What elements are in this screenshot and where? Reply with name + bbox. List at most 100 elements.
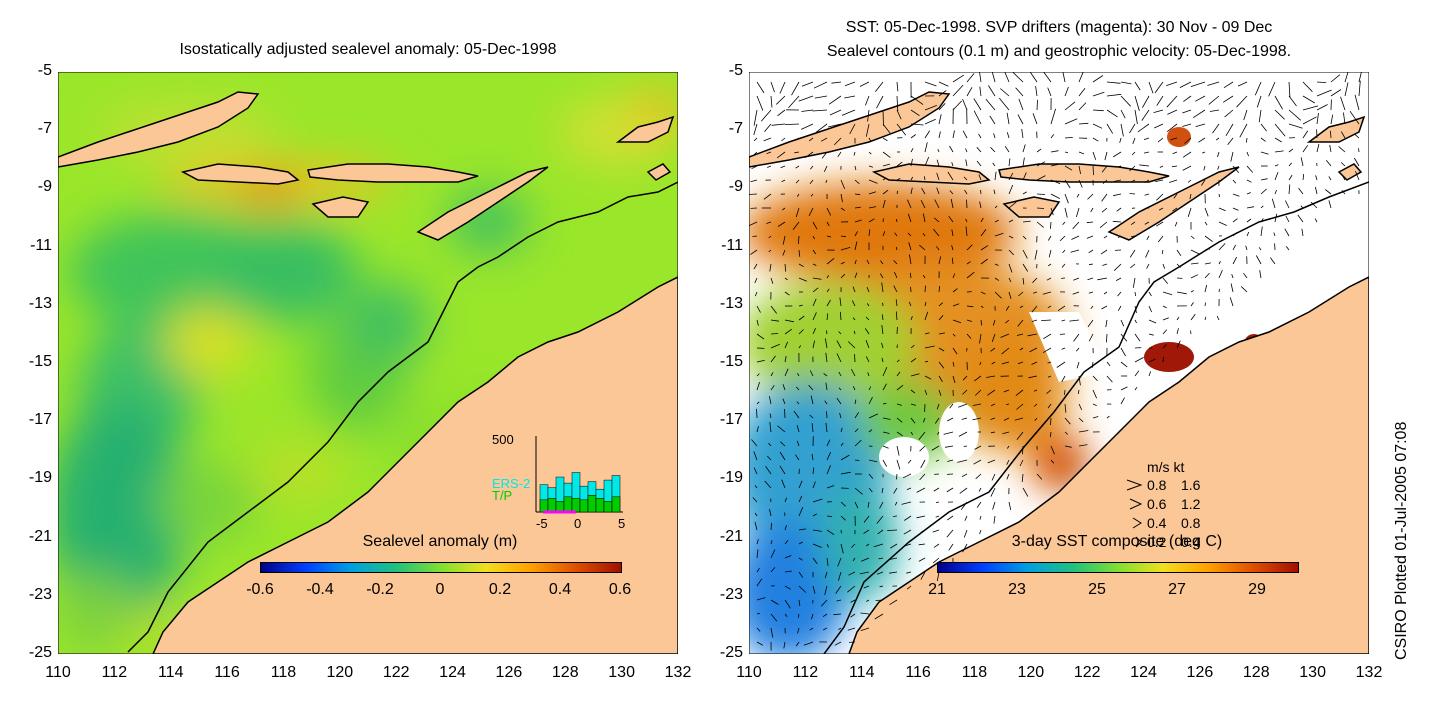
java-island: [58, 91, 260, 168]
velocity-legend-ms: 0.8: [1147, 477, 1167, 493]
velocity-legend-kt: 1.6: [1181, 477, 1201, 493]
velocity-legend-kt: 0.8: [1181, 515, 1201, 531]
inset-tp-bar: [555, 501, 565, 513]
lon-tick-label: 116: [214, 664, 240, 681]
lon-tick-label: 126: [495, 664, 523, 681]
lat-tick-label: -9: [728, 178, 743, 196]
lon-tick-label: 130: [608, 664, 635, 681]
lon-tick-label: 130: [1299, 664, 1326, 681]
left-map-title: Isostatically adjusted sealevel anomaly:…: [179, 41, 557, 58]
lat-tick-label: -5: [37, 62, 52, 79]
velocity-legend-arrow: [1132, 517, 1142, 529]
inset-tp-bar: [579, 499, 589, 513]
lat-tick-label: -19: [28, 469, 52, 487]
lat-tick-label: -21: [719, 527, 743, 545]
lat-tick-label: -15: [28, 353, 52, 370]
sla-colorbar-tick: -0.2: [366, 581, 394, 598]
right-map-title-line2: Sealevel contours (0.1 m) and geostrophi…: [826, 43, 1292, 60]
lon-tick-label: 126: [1186, 664, 1214, 681]
lon-tick-label: 114: [848, 664, 875, 681]
inset-xtick-0: 0: [574, 516, 581, 531]
lat-tick-label: -23: [719, 585, 743, 603]
inset-xtick-neg5: -5: [536, 516, 548, 531]
satellite-track-inset: 500 ERS-2 T/P -5 0 5: [492, 432, 625, 531]
inset-xtick-5: 5: [618, 516, 625, 531]
inset-tp-bar: [547, 498, 557, 513]
lat-tick-label: -7: [37, 120, 52, 138]
lon-tick-label: 128: [1242, 664, 1270, 681]
velocity-legend-arrow: [1135, 536, 1142, 548]
lesser-sunda-islands: [180, 163, 479, 185]
sla-colorbar-title: Sealevel anomaly (m): [362, 533, 518, 550]
lon-tick-label: 118: [961, 664, 988, 681]
lon-tick-label: 128: [551, 664, 579, 681]
lon-tick-label: 110: [736, 664, 762, 681]
velocity-legend-arrow: [1129, 498, 1143, 510]
sst-eastern-islands: [1306, 115, 1366, 181]
velocity-legend-ms: 0.4: [1147, 515, 1167, 531]
lon-tick-label: 120: [326, 664, 354, 681]
sst-timor-island: [1107, 166, 1240, 241]
lat-tick-label: -25: [719, 644, 743, 661]
geostrophic-velocity-arrows: [749, 72, 1362, 651]
inset-tp-bar: [595, 498, 605, 513]
sla-colorbar: [260, 562, 622, 573]
lon-tick-label: 120: [1017, 664, 1045, 681]
inset-tp-bar: [563, 496, 573, 513]
sst-lesser-sunda-islands: [871, 163, 1170, 185]
sst-australia-landmass: [848, 276, 1369, 654]
inset-tp-bar: [611, 496, 621, 513]
csiro-credit-label: CSIRO Plotted 01-Jul-2005 07:08: [1393, 421, 1410, 660]
inset-ymax-label: 500: [492, 432, 514, 447]
sst-colorbar-tick: 21: [928, 581, 946, 598]
lat-tick-label: -17: [28, 411, 52, 429]
australia-landmass: [152, 276, 678, 654]
lat-tick-label: -15: [719, 353, 743, 370]
inset-tp-bar: [539, 499, 549, 513]
sst-colorbar: [937, 562, 1299, 573]
sumba-island: [311, 196, 370, 218]
sst-colorbar-title: 3-day SST composite (deg C): [1011, 533, 1223, 550]
sla-colorbar-tick: -0.6: [246, 581, 274, 598]
lon-tick-label: 112: [792, 664, 819, 681]
lon-tick-label: 122: [382, 664, 410, 681]
sealevel-anomaly-map: [58, 72, 678, 654]
lat-tick-label: -7: [728, 120, 743, 138]
sla-colorbar-tick: 0: [435, 581, 445, 598]
sst-colorbar-tick: 29: [1248, 581, 1266, 598]
lat-tick-label: -23: [28, 585, 52, 603]
lon-tick-label: 114: [157, 664, 184, 681]
lat-tick-label: -11: [30, 236, 52, 254]
velocity-legend-header: m/s kt: [1147, 459, 1184, 475]
velocity-legend-kt: 0.4: [1181, 534, 1201, 550]
lat-tick-label: -25: [28, 644, 52, 661]
sst-map: m/s kt 0.8 1.6 0.6 1.2 0.4 0.8 0.2 0.4: [749, 72, 1369, 654]
lon-tick-label: 112: [101, 664, 128, 681]
lat-tick-label: -9: [37, 178, 52, 196]
velocity-legend-kt: 1.2: [1181, 496, 1201, 512]
shelf-edge-contour: [127, 181, 678, 653]
sst-sumba-island: [1002, 196, 1061, 218]
inset-tp-bar: [571, 498, 581, 513]
lon-tick-label: 124: [439, 664, 466, 681]
sst-colorbar-tick: 27: [1168, 581, 1186, 598]
sst-colorbar-tick: 23: [1008, 581, 1026, 598]
lat-tick-label: -19: [719, 469, 743, 487]
right-map-title-line1: SST: 05-Dec-1998. SVP drifters (magenta)…: [845, 19, 1273, 36]
lat-tick-label: -13: [719, 294, 743, 312]
lon-tick-label: 124: [1130, 664, 1157, 681]
sst-java-island: [749, 91, 951, 168]
sla-colorbar-tick: -0.4: [306, 581, 334, 598]
lon-tick-label: 132: [664, 664, 692, 681]
sla-colorbar-tick: 0.6: [608, 581, 632, 598]
sst-colorbar-tick: 25: [1088, 581, 1106, 598]
velocity-legend-arrow: [1126, 479, 1143, 491]
sla-colorbar-tick: 0.2: [488, 581, 512, 598]
sst-shelf-edge-contour: [823, 181, 1369, 654]
inset-tp-bar: [587, 495, 597, 513]
lon-tick-label: 110: [45, 664, 71, 681]
lat-tick-label: -13: [28, 294, 52, 312]
eastern-islands: [615, 115, 675, 181]
lat-tick-label: -5: [728, 62, 743, 79]
lon-tick-label: 116: [905, 664, 931, 681]
